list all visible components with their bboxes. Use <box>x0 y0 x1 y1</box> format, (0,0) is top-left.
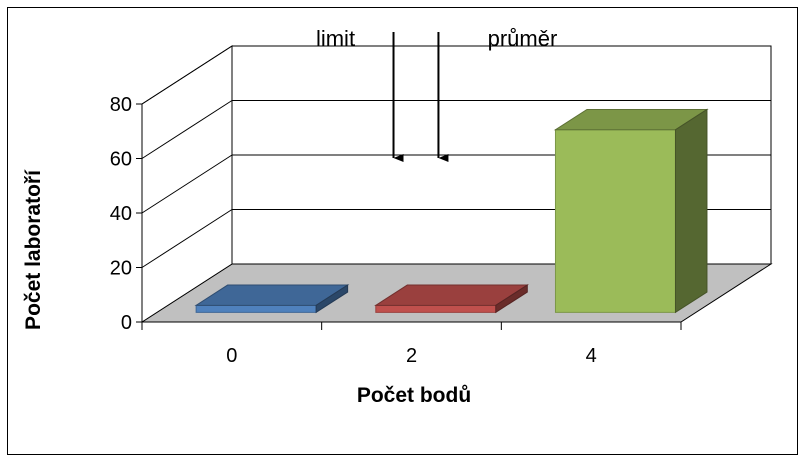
y-axis-title: Počet laboratoří <box>22 169 45 330</box>
bar-4 <box>553 108 709 314</box>
x-axis: 0 2 4 <box>141 321 682 367</box>
bar-side <box>495 284 528 314</box>
bar-2 <box>374 284 529 314</box>
y-tick-label: 20 <box>110 258 132 280</box>
bars <box>194 108 709 314</box>
bar-side <box>315 284 349 314</box>
bar-0 <box>194 284 350 314</box>
x-axis-title: Počet bodů <box>357 384 471 407</box>
y-axis-ticks: 0 20 40 60 80 <box>110 94 142 334</box>
annotation-label: průměr <box>488 26 558 51</box>
bar-front <box>554 129 676 313</box>
bar-front <box>375 304 497 313</box>
bar-side <box>674 108 708 314</box>
annotations: limit průměr <box>316 26 558 162</box>
gridline-side <box>141 45 233 105</box>
gridline-side <box>141 154 233 214</box>
x-tick-label: 0 <box>226 345 237 367</box>
y-tick-label: 0 <box>121 312 132 334</box>
x-tick-label: 4 <box>586 345 597 367</box>
y-tick-label: 60 <box>110 149 132 171</box>
gridline-side <box>141 100 233 159</box>
y-tick-label: 80 <box>110 94 132 116</box>
x-tick-label: 2 <box>406 345 417 367</box>
annotation-label: limit <box>316 26 355 51</box>
bar-front <box>195 304 317 313</box>
y-tick-label: 40 <box>110 203 132 225</box>
gridline-side <box>141 209 233 268</box>
